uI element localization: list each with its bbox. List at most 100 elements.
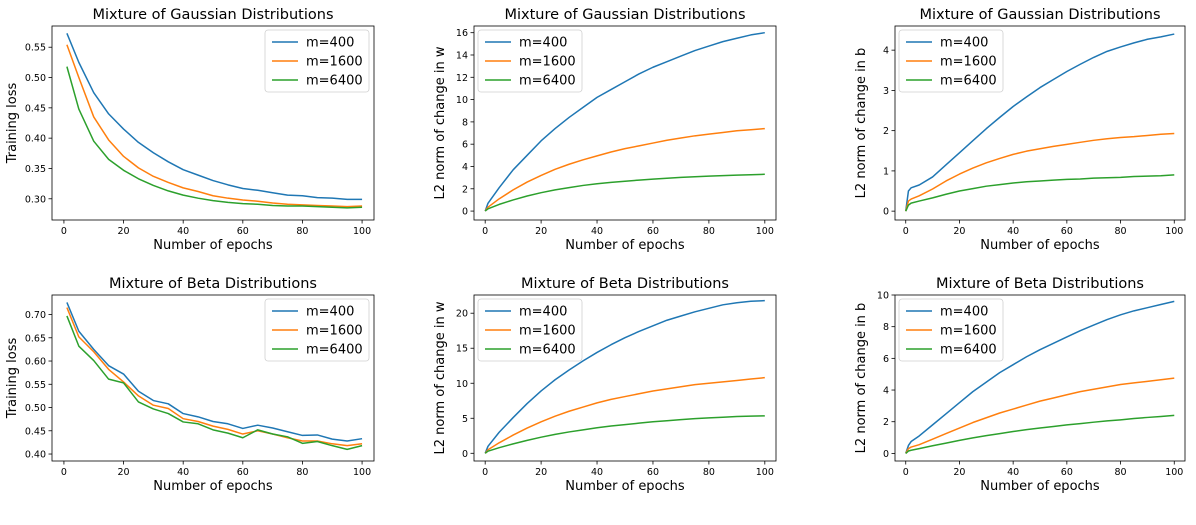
chart-2-x-tick-label-1: 0 [482, 226, 488, 237]
chart-1-x-tick-label-1: 0 [61, 226, 67, 237]
chart-6-series-line-3 [905, 414, 1175, 454]
chart-4-y-tick-label-1: 0.40 [25, 450, 46, 461]
chart-1-y-axis-label: Training loss [5, 83, 20, 165]
chart-4-legend-label-3: m=6400 [306, 343, 363, 358]
chart-3-title: Mixture of Gaussian Distributions [919, 7, 1160, 23]
chart-4-legend: m=400 m=1600 m=6400 [264, 298, 370, 362]
chart-2-y-tick-label-9: 16 [456, 28, 468, 39]
chart-5-axes-frame [473, 294, 777, 462]
chart-3-legend: m=400 m=1600 m=6400 [898, 29, 1004, 93]
chart-2-series-line-3 [484, 173, 765, 212]
chart-4-x-tick-label-3: 40 [177, 467, 189, 478]
chart-1-axes-frame [51, 25, 375, 221]
chart-6-legend-box [898, 298, 1004, 362]
chart-5-y-axis-label: L2 norm of change in w [433, 301, 448, 454]
chart-4-series-line-3 [66, 315, 363, 451]
chart-5-y-tick-label-5: 20 [456, 309, 468, 320]
chart-3-y-tick-label-1: 0 [883, 207, 889, 218]
chart-5-x-tick-label-5: 80 [703, 467, 715, 478]
chart-6-series-line-1 [905, 300, 1175, 454]
chart-3-legend-box [898, 29, 1004, 93]
chart-1-x-tick-label-2: 20 [118, 226, 130, 237]
chart-2: 0 20 40 60 80 100 0 2 4 6 8 10 12 14 16 Mixture of Gaus… [433, 7, 777, 253]
chart-6-legend-label-2: m=1600 [940, 324, 997, 339]
chart-6: 0 20 40 60 80 100 0 2 4 6 8 10 Mixture of Beta Distr… [854, 276, 1186, 494]
chart-3-y-tick-label-3: 2 [883, 126, 889, 137]
chart-1-y-tick-label-2: 0.35 [25, 164, 46, 175]
chart-5-x-tick-label-1: 0 [482, 467, 488, 478]
chart-3-series-line-2 [905, 132, 1175, 212]
chart-3-series-line-3 [905, 174, 1175, 212]
chart-2-title: Mixture of Gaussian Distributions [504, 7, 745, 23]
chart-6-title: Mixture of Beta Distributions [936, 276, 1144, 292]
chart-1-x-tick-label-3: 40 [177, 226, 189, 237]
chart-1-series-line-3 [66, 66, 363, 209]
chart-2-legend-label-1: m=400 [519, 36, 567, 51]
chart-1-legend-box [264, 29, 370, 93]
chart-1-legend: m=400 m=1600 m=6400 [264, 29, 370, 93]
chart-4-legend-label-1: m=400 [306, 305, 354, 320]
chart-4-title: Mixture of Beta Distributions [109, 276, 317, 292]
chart-5-title: Mixture of Beta Distributions [521, 276, 729, 292]
chart-1-y-tick-label-3: 0.40 [25, 134, 46, 145]
chart-5-legend-label-2: m=1600 [519, 324, 576, 339]
chart-1-y-tick-label-6: 0.55 [25, 43, 46, 54]
chart-3: 0 20 40 60 80 100 0 1 2 3 4 Mixture of Gaussian Dis… [854, 7, 1186, 253]
chart-2-y-tick-label-6: 10 [456, 95, 468, 106]
chart-1-series-line-2 [66, 44, 363, 208]
chart-2-y-tick-label-3: 4 [462, 162, 468, 173]
chart-1-series-line-1 [66, 32, 363, 201]
chart-6-x-tick-label-2: 20 [953, 467, 965, 478]
chart-2-x-tick-label-5: 80 [703, 226, 715, 237]
chart-5-x-tick-label-2: 20 [535, 467, 547, 478]
chart-2-axes-frame [473, 25, 777, 221]
chart-1-x-tick-label-5: 80 [296, 226, 308, 237]
chart-1-y-tick-label-5: 0.50 [25, 73, 46, 84]
chart-5-x-tick-label-4: 60 [647, 467, 659, 478]
chart-6-y-tick-label-3: 4 [883, 386, 889, 397]
chart-6-y-tick-label-6: 10 [877, 291, 889, 302]
chart-6-y-tick-label-1: 0 [883, 449, 889, 460]
chart-5-x-tick-label-3: 40 [591, 467, 603, 478]
chart-6-x-tick-label-1: 0 [903, 467, 909, 478]
chart-6-x-tick-label-3: 40 [1007, 467, 1019, 478]
chart-3-x-tick-label-6: 100 [1165, 226, 1183, 237]
chart-1-title: Mixture of Gaussian Distributions [92, 7, 333, 23]
chart-6-series-line-2 [905, 377, 1175, 454]
chart-4-y-tick-label-5: 0.60 [25, 357, 46, 368]
chart-3-series-line-1 [904, 33, 1175, 212]
chart-2-y-tick-label-5: 8 [462, 117, 468, 128]
chart-5-y-tick-label-1: 0 [462, 449, 468, 460]
chart-2-x-axis-label: Number of epochs [565, 238, 685, 253]
chart-5: 0 20 40 60 80 100 0 5 10 15 20 Mixture of Beta Dist… [433, 276, 777, 494]
chart-3-legend-label-2: m=1600 [940, 55, 997, 70]
chart-1-x-tick-label-4: 60 [237, 226, 249, 237]
chart-4-x-tick-label-6: 100 [353, 467, 371, 478]
chart-2-x-tick-label-6: 100 [756, 226, 774, 237]
chart-5-y-tick-label-3: 10 [456, 379, 468, 390]
chart-6-x-tick-label-5: 80 [1115, 467, 1127, 478]
chart-6-legend-label-1: m=400 [940, 305, 988, 320]
chart-1-legend-label-2: m=1600 [306, 55, 363, 70]
chart-3-x-tick-label-3: 40 [1007, 226, 1019, 237]
chart-6-axes-frame [894, 294, 1186, 462]
chart-3-y-tick-label-4: 3 [883, 86, 889, 97]
chart-5-x-tick-label-6: 100 [756, 467, 774, 478]
chart-3-y-tick-label-5: 4 [883, 46, 889, 57]
chart-4-y-tick-label-4: 0.55 [25, 380, 46, 391]
chart-4: 0 20 40 60 80 100 0.40 0.45 0.50 0.55 0.60 0.65 0.70… [5, 276, 375, 494]
chart-4-x-tick-label-4: 60 [237, 467, 249, 478]
chart-2-legend-box [477, 29, 583, 93]
chart-3-x-axis-label: Number of epochs [980, 238, 1100, 253]
chart-4-legend-label-2: m=1600 [306, 324, 363, 339]
chart-2-legend: m=400 m=1600 m=6400 [477, 29, 583, 93]
chart-2-y-tick-label-7: 12 [456, 73, 468, 84]
chart-1-x-tick-label-6: 100 [353, 226, 371, 237]
chart-2-x-tick-label-2: 20 [535, 226, 547, 237]
chart-1-y-tick-label-1: 0.30 [25, 194, 46, 205]
chart-5-legend-label-3: m=6400 [519, 343, 576, 358]
chart-3-legend-label-3: m=6400 [940, 74, 997, 89]
chart-4-y-tick-label-7: 0.70 [25, 310, 46, 321]
chart-1: 0 20 40 60 80 100 0.30 0.35 0.40 0.45 0.50 0.55 Mixt… [5, 7, 375, 253]
